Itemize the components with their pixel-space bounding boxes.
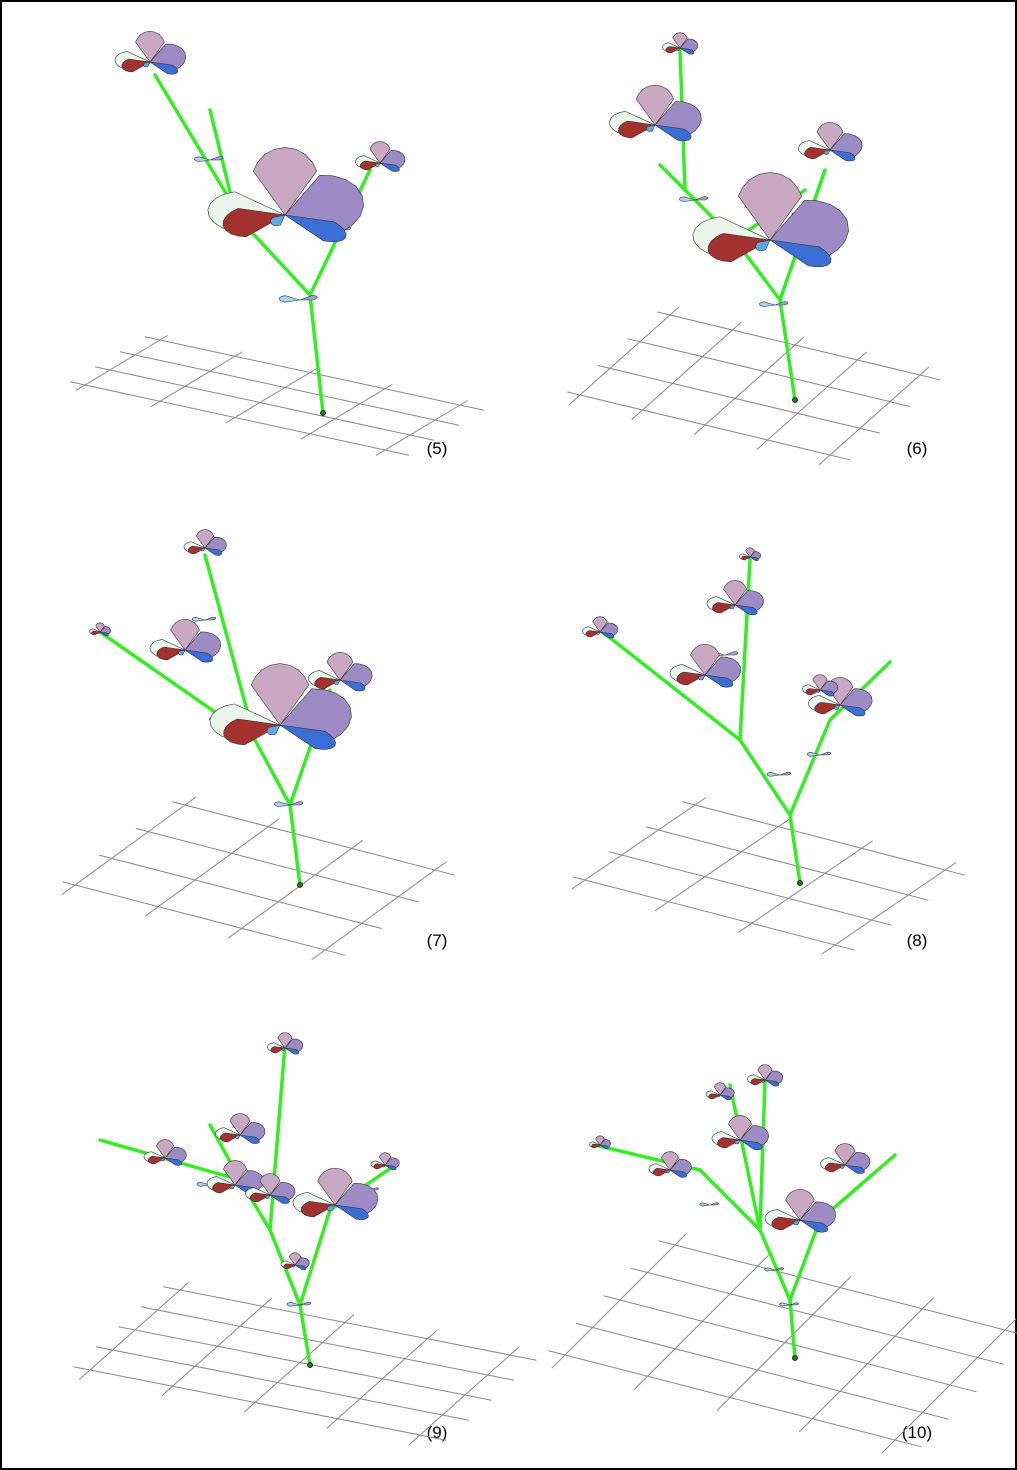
- panel-label: (7): [427, 931, 448, 950]
- panel-label: (6): [907, 439, 928, 458]
- panel-label: (8): [907, 931, 928, 950]
- stem-base: [298, 883, 303, 888]
- stem-base: [798, 881, 803, 886]
- stem-base: [793, 398, 798, 403]
- petal: [98, 632, 100, 633]
- stem-base: [308, 1363, 313, 1368]
- petal: [598, 1145, 600, 1146]
- figure: (5) (6) (7) (8) (9) (10): [0, 0, 1017, 1470]
- stem-base: [793, 1356, 798, 1361]
- stem-base: [321, 411, 326, 416]
- panel-label: (5): [427, 439, 448, 458]
- panel-label: (10): [902, 1423, 932, 1442]
- petal: [748, 557, 750, 558]
- frame: [1, 1, 1016, 1469]
